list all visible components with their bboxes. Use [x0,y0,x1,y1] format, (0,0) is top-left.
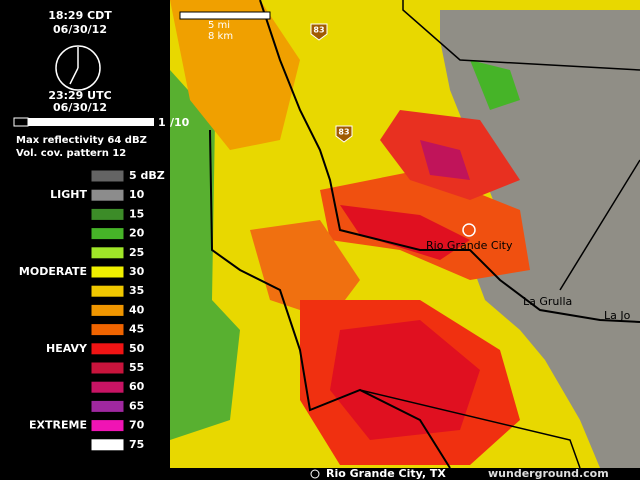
place-label: La Grulla [523,295,572,308]
legend-swatch [90,303,125,317]
county-line [359,389,581,469]
location-icon [310,469,320,479]
scale-km: 8 km [208,31,233,42]
no-echo-area [440,10,640,468]
loop-bar [14,118,154,126]
local-date: 06/30/12 [53,23,107,36]
legend-label: 20 [129,227,145,240]
legend-swatch [90,188,125,202]
scale-bar: 5 mi 8 km [179,11,271,42]
county-line [402,0,640,71]
legend-swatch [90,361,125,375]
legend-swatch [90,284,125,298]
max-reflectivity: Max reflectivity 64 dBZ [16,135,147,146]
legend-group: HEAVY [46,342,88,355]
legend-label: 35 [129,284,144,297]
scale-miles: 5 mi [208,20,230,31]
legend-swatch [90,207,125,221]
legend-group: MODERATE [19,265,87,278]
scale-bar-fill [179,11,271,20]
shield [310,23,328,41]
route-shields: 83 83 [310,23,353,143]
legend-label: 30 [129,265,145,278]
shield [335,125,353,143]
legend-swatch [90,380,125,394]
local-time: 18:29 CDT [48,9,112,22]
loop-total: /10 [170,116,190,129]
heavy-echo [420,140,470,180]
heavy-echo [250,220,360,320]
loop-frame: 1 [158,116,166,129]
legend-label: 5 dBZ [129,169,165,182]
clock-hand [69,67,79,85]
county-line [559,159,640,291]
legend-swatch [90,265,125,279]
place-label: La Jo [604,309,631,322]
legend-label: 45 [129,323,144,336]
footer-location: Rio Grande City, TX [326,467,446,480]
legend-label: 60 [129,380,145,393]
county-line [209,129,451,469]
legend-swatch [90,246,125,260]
footer-bar [170,468,640,480]
legend-label: 15 [129,207,144,220]
legend-group: LIGHT [50,188,87,201]
place-label: Rio Grande City [426,239,513,252]
legend-label: 65 [129,399,144,412]
legend-swatch [90,399,125,413]
header: 18:29 CDT 06/30/12 23:29 UTC 06/30/12 1 … [13,9,190,159]
utc-date: 06/30/12 [53,101,107,114]
moderate-echo [170,0,300,150]
light-echo [470,60,520,110]
legend-label: 70 [129,419,145,432]
legend-label: 50 [129,342,145,355]
legend-swatch [90,169,125,183]
legend-swatch [90,419,125,433]
clock-face [55,45,101,91]
vcp: Vol. cov. pattern 12 [16,148,126,159]
legend-swatch [90,227,125,241]
light-echo [170,70,240,440]
legend-label: 25 [129,246,144,259]
legend-label: 55 [129,361,144,374]
shield-label: 83 [338,128,349,137]
legend: 5 dBZ 10 15 20 25 30 35 40 45 50 55 60 65 70 75 LIGHT MO… [19,169,165,452]
radar-site [462,223,476,237]
legend-swatch [90,342,125,356]
utc-time: 23:29 UTC [48,89,111,102]
legend-group: EXTREME [29,419,87,432]
legend-label: 40 [129,303,145,316]
map [170,0,640,469]
legend-swatch [90,323,125,337]
legend-label: 10 [129,188,145,201]
legend-swatch [90,438,125,452]
heavy-echo [340,205,470,260]
legend-label: 75 [129,438,144,451]
loop-progress [13,117,29,127]
river-border [259,0,640,323]
footer-source: wunderground.com [488,467,609,480]
shield-label: 83 [313,26,324,35]
